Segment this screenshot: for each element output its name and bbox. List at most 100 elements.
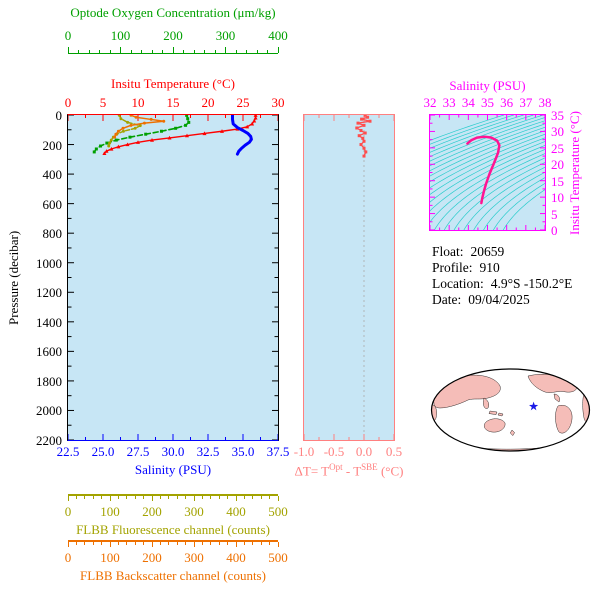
tick-label: 35.0 — [231, 444, 255, 459]
axis-tick — [218, 541, 220, 545]
data-marker — [202, 130, 206, 135]
ts-salinity-tick-labels: 32 33 34 35 36 37 38 — [424, 95, 552, 110]
isopycnal-contour — [492, 180, 548, 230]
tick-label: 200 — [142, 504, 162, 519]
axis-tick — [227, 541, 229, 545]
date-row: Date: 09/04/2025 — [432, 292, 572, 308]
tick-label: 100 — [100, 550, 120, 565]
data-marker — [359, 128, 362, 132]
isopycnal-contour — [424, 114, 534, 154]
axis-tick — [260, 495, 262, 499]
ts-temperature-axis-title: Insitu Temperature (°C) — [567, 111, 582, 235]
axis-tick — [252, 495, 254, 499]
tick-label: 200 — [42, 137, 63, 153]
backscatter-tick-labels: 0 100 200 300 400 500 — [65, 550, 288, 565]
axis-tick — [210, 495, 212, 499]
data-marker — [359, 117, 363, 121]
axis-tick — [101, 541, 103, 545]
tick-label: 30 — [551, 124, 564, 140]
data-marker — [109, 138, 113, 142]
axis-tick — [126, 541, 128, 545]
data-marker — [101, 150, 106, 155]
location-value: 4.9°S -150.2°E — [490, 276, 573, 291]
tick-label: 25 — [551, 140, 564, 156]
data-marker — [186, 120, 190, 124]
data-marker — [362, 139, 365, 143]
axis-tick — [117, 541, 120, 545]
axis-tick — [267, 49, 269, 53]
series-ts-curve — [465, 134, 501, 204]
tick-label: 27.5 — [126, 444, 150, 459]
isopycnal-contour — [472, 169, 549, 230]
date-label: Date: — [432, 292, 462, 307]
data-marker — [253, 112, 258, 117]
data-marker — [127, 135, 131, 139]
tick-label: 0.0 — [355, 444, 373, 459]
isopycnal-contour — [423, 114, 504, 143]
data-marker — [354, 126, 358, 129]
data-marker — [98, 144, 102, 148]
axis-tick — [67, 47, 69, 53]
map-outline — [430, 368, 591, 452]
tick-label: 400 — [226, 550, 246, 565]
land-greenland — [575, 372, 586, 381]
data-marker — [143, 132, 147, 136]
isopycnal-contour — [424, 134, 551, 198]
data-marker — [183, 123, 187, 127]
salinity-tick-labels: 22.5 25.0 27.5 30.0 32.5 35.0 37.5 — [57, 444, 290, 459]
tick-label: 25.0 — [91, 444, 115, 459]
axis-tick — [101, 495, 103, 499]
pressure-tick-labels: 0 200 400 600 800 1000 1200 1400 1600 1800 2000 220… — [26, 108, 63, 448]
axis-tick — [269, 541, 271, 545]
axis-tick — [246, 49, 248, 53]
axis-tick — [84, 541, 86, 545]
axis-tick — [277, 541, 279, 547]
data-marker — [244, 124, 249, 128]
tick-label: 20 — [201, 95, 215, 110]
data-marker — [185, 116, 189, 120]
axis-tick — [277, 47, 279, 53]
tick-label: 1600 — [36, 344, 62, 360]
data-marker — [108, 146, 113, 151]
axis-tick — [225, 47, 227, 53]
ts-plot-canvas — [423, 114, 551, 230]
tick-label: 500 — [268, 550, 288, 565]
isopycnal-contour — [423, 139, 549, 207]
backscatter-axis-ruler — [67, 540, 279, 548]
float-info-block: Float: 20659 Profile: 910 Location: 4.9°S -… — [432, 244, 572, 308]
delta-t-tick-labels: -1.0 -0.5 0.0 0.5 — [294, 444, 402, 459]
delta-t-title-part: - T — [342, 463, 362, 479]
axis-tick — [183, 49, 185, 53]
axis-tick — [67, 495, 69, 501]
data-marker — [135, 139, 140, 144]
axis-tick — [120, 47, 122, 53]
land-new-zealand — [509, 429, 515, 436]
salinity-axis-title: Salinity (PSU) — [134, 462, 212, 477]
axis-tick — [84, 495, 86, 499]
tick-label: 1800 — [36, 373, 62, 389]
tick-label: 5 — [551, 206, 558, 222]
axis-tick — [235, 495, 237, 501]
data-marker — [173, 126, 177, 130]
axis-line — [68, 52, 278, 54]
tick-label: 2000 — [36, 403, 62, 419]
profile-label: Profile: — [432, 260, 473, 275]
delta-t-title-part: ΔT= T — [294, 463, 330, 479]
tick-label: 15 — [551, 173, 564, 189]
data-marker — [362, 154, 365, 158]
axis-tick — [130, 49, 132, 53]
data-marker — [149, 137, 154, 142]
data-marker — [360, 136, 364, 140]
data-marker — [159, 129, 163, 133]
tick-label: 100 — [100, 504, 120, 519]
axis-tick — [260, 541, 262, 545]
isopycnal-contour — [463, 164, 549, 230]
axis-tick — [168, 541, 170, 545]
axis-tick — [162, 49, 164, 53]
date-value: 09/04/2025 — [468, 292, 530, 307]
isopycnal-contour — [427, 114, 514, 145]
tick-label: -0.5 — [323, 444, 345, 459]
axis-tick — [109, 49, 111, 53]
axis-tick — [109, 541, 111, 547]
